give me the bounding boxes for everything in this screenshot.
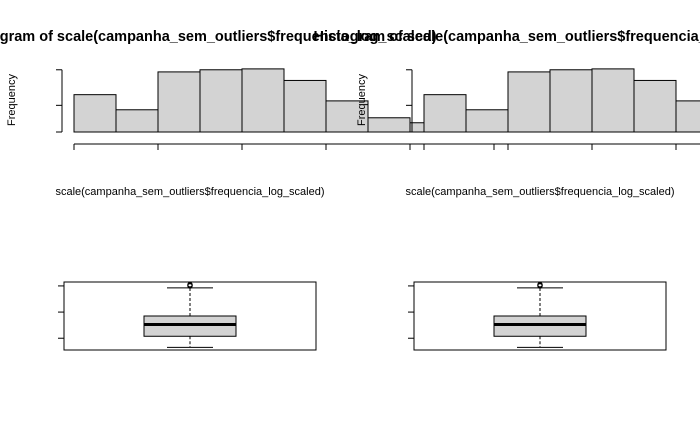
- x-axis-label: scale(campanha_sem_outliers$frequencia_l…: [405, 186, 674, 198]
- histogram-bar: [591, 68, 635, 133]
- box-iqr: [493, 315, 587, 337]
- boxplot-panel-1: [58, 281, 317, 351]
- histogram-bar: [73, 94, 117, 133]
- histogram-bar: [325, 100, 369, 133]
- histogram-bar: [549, 69, 593, 133]
- histogram-bar: [157, 71, 201, 133]
- histogram-bar: [423, 94, 467, 133]
- histogram-bar: [241, 68, 285, 133]
- histogram-bar: [675, 100, 700, 133]
- histogram-bar: [367, 117, 411, 133]
- histogram-bar: [283, 79, 327, 133]
- outlier-point: [187, 281, 193, 288]
- histogram-bar: [507, 71, 551, 133]
- histogram-title: Histogram of scale(campanha_sem_outliers…: [313, 29, 700, 45]
- box-iqr: [143, 315, 237, 337]
- y-axis-label: Frequency: [356, 74, 368, 126]
- histogram-bar: [465, 109, 509, 133]
- histogram-bar: [633, 79, 677, 133]
- y-axis-label: Frequency: [6, 74, 18, 126]
- histogram-bar: [199, 69, 243, 133]
- boxplot-panel-2: [408, 281, 667, 351]
- x-axis-label: scale(campanha_sem_outliers$frequencia_l…: [55, 186, 324, 198]
- histogram-title: Histogram of scale(campanha_sem_outliers…: [0, 29, 437, 45]
- histogram-panel-2: Histogram of scale(campanha_sem_outliers…: [313, 29, 700, 198]
- histogram-bar: [115, 109, 159, 133]
- outlier-point: [537, 281, 543, 288]
